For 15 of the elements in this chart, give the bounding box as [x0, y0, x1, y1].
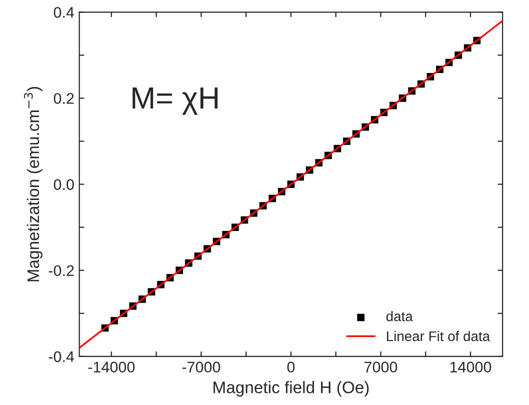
y-tick-label: -0.4 — [48, 351, 74, 362]
y-tick-label: 0.4 — [54, 7, 74, 18]
y-tick-label: 0.0 — [54, 179, 74, 190]
y-tick-label: -0.2 — [48, 265, 74, 276]
y-axis-title: Magnetization (emu.cm$^{−3}$) — [24, 87, 42, 282]
x-tick-label: -7000 — [182, 362, 220, 372]
x-tick-label: 7000 — [364, 362, 398, 372]
legend-label: data — [386, 311, 413, 322]
x-tick-label: -14000 — [88, 362, 135, 372]
annotation: M= χH — [132, 88, 218, 115]
y-tick-label: 0.2 — [54, 93, 74, 104]
x-tick-label: 0 — [287, 362, 295, 372]
legend-label: Linear Fit of data — [386, 330, 490, 342]
x-tick-label: 14000 — [450, 362, 492, 372]
x-axis-title: Magnetic field H (Oe) — [214, 381, 369, 397]
